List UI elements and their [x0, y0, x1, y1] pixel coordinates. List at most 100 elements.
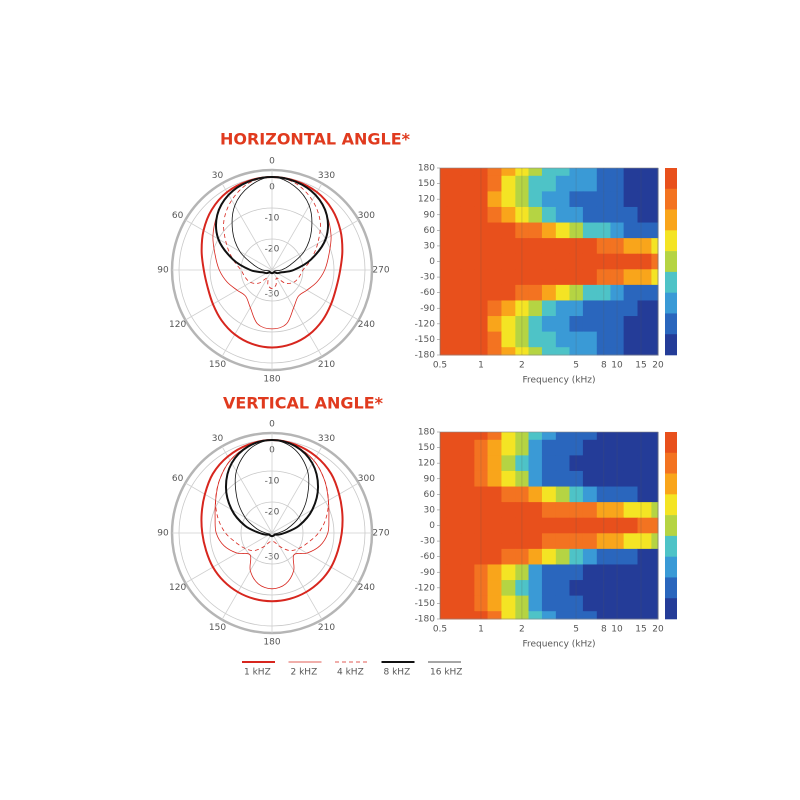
heat-cell: [487, 517, 502, 534]
heat-cell: [528, 611, 543, 620]
heat-cell: [651, 300, 659, 317]
heat-cell: [637, 517, 652, 534]
grid-spoke: [221, 183, 273, 271]
heat-cell: [446, 470, 462, 488]
heat-cell: [440, 191, 448, 208]
heat-cell: [474, 300, 489, 317]
heat-cell: [541, 439, 557, 456]
heat-cell: [501, 191, 516, 208]
heat-cell: [555, 238, 570, 255]
heat-cell: [582, 611, 598, 620]
heat-cell: [651, 316, 659, 333]
heat-cell: [515, 564, 530, 581]
legend-label: 16 kHZ: [430, 668, 462, 678]
heat-cell: [440, 347, 448, 356]
heat-cell: [610, 175, 625, 192]
heat-cell: [446, 222, 462, 239]
heat-cell: [474, 580, 489, 597]
heat-cell: [474, 432, 489, 441]
heat-cell: [582, 269, 598, 286]
heat-cell: [651, 486, 659, 503]
x-tick-label: 15: [635, 625, 646, 635]
y-tick-label: -60: [420, 288, 435, 298]
heat-cell: [446, 300, 462, 317]
heat-cell: [528, 455, 543, 472]
heat-cell: [487, 486, 502, 503]
heat-cell: [541, 486, 557, 503]
heat-cell: [596, 284, 611, 301]
heat-cell: [460, 533, 475, 550]
heat-cell: [446, 502, 462, 519]
heat-cell: [596, 316, 611, 333]
heat-cell: [637, 191, 652, 208]
heat-cell: [541, 502, 557, 519]
heat-cell: [637, 175, 652, 192]
heat-cell: [555, 439, 570, 456]
heat-cell: [569, 564, 584, 581]
heat-cell: [610, 439, 625, 456]
heat-cell: [460, 432, 475, 441]
heat-cell: [487, 470, 502, 488]
heat-cell: [528, 222, 543, 239]
heat-cell: [501, 486, 516, 503]
heat-cell: [610, 533, 625, 550]
heat-cell: [623, 222, 639, 239]
heat-cell: [596, 533, 611, 550]
heat-cell: [528, 347, 543, 356]
heat-cell: [501, 175, 516, 192]
y-tick-label: -90: [420, 568, 435, 578]
heat-cell: [582, 168, 598, 177]
heat-cell: [501, 300, 516, 317]
heat-cell: [623, 502, 639, 519]
heat-cell: [596, 206, 611, 224]
heat-cell: [460, 269, 475, 286]
heat-cell: [582, 455, 598, 472]
grid-spoke: [271, 269, 359, 321]
heat-cell: [501, 331, 516, 348]
heat-cell: [651, 580, 659, 597]
heat-cell: [582, 316, 598, 333]
theta-tick-label: 180: [263, 375, 280, 385]
grid-spoke: [271, 532, 359, 584]
heat-cell: [460, 331, 475, 348]
x-tick-label: 8: [601, 625, 607, 635]
heat-cell: [501, 222, 516, 239]
legend-label: 4 kHZ: [337, 668, 364, 678]
heat-cell: [515, 347, 530, 356]
legend-label: 8 kHZ: [384, 668, 411, 678]
heat-cell: [541, 470, 557, 488]
heat-cell: [596, 548, 611, 565]
heat-cell: [623, 455, 639, 472]
heat-cell: [440, 175, 448, 192]
heat-cell: [528, 316, 543, 333]
heat-cell: [501, 533, 516, 550]
heat-cell: [474, 611, 489, 620]
heat-cell: [487, 206, 502, 224]
colorbar-segment: [665, 494, 677, 516]
heat-cell: [440, 470, 448, 488]
heat-cell: [651, 533, 659, 550]
heat-cell: [487, 168, 502, 177]
heat-cell: [440, 284, 448, 301]
heat-cell: [582, 533, 598, 550]
heat-cell: [474, 269, 489, 286]
theta-tick-label: 150: [209, 360, 226, 370]
heat-cell: [460, 439, 475, 456]
heat-cell: [569, 269, 584, 286]
heat-cell: [555, 347, 570, 356]
heat-cell: [651, 470, 659, 488]
heat-cell: [515, 611, 530, 620]
heat-cell: [637, 455, 652, 472]
heat-cell: [474, 455, 489, 472]
theta-tick-label: 60: [172, 211, 184, 221]
colorbar-segment: [665, 432, 677, 454]
heat-cell: [528, 486, 543, 503]
heat-cell: [474, 470, 489, 488]
heat-cell: [446, 191, 462, 208]
heat-cell: [541, 175, 557, 192]
heat-cell: [569, 284, 584, 301]
theta-tick-label: 180: [263, 638, 280, 648]
heat-cell: [474, 222, 489, 239]
heat-cell: [460, 517, 475, 534]
heat-cell: [460, 175, 475, 192]
